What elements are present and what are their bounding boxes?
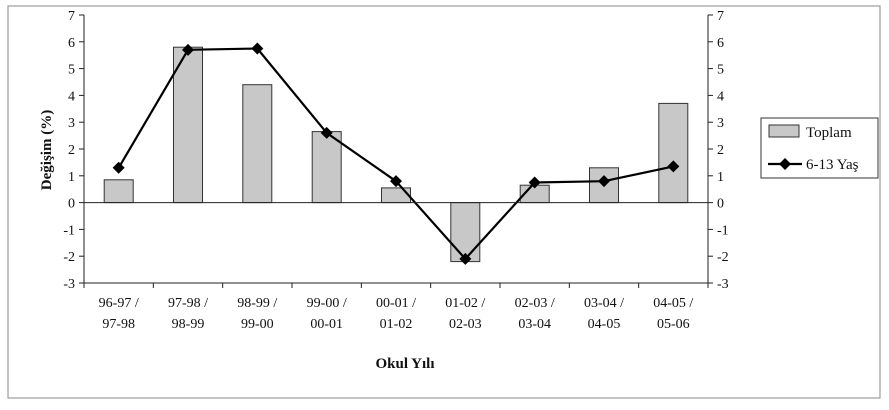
bar-toplam-3 xyxy=(311,131,342,204)
bar-toplam-4 xyxy=(381,187,411,204)
y-tick-label-right: 0 xyxy=(717,197,724,212)
x-tick-label: 04-05 xyxy=(588,317,621,332)
x-tick-label: 96-97 / xyxy=(99,296,139,311)
y-tick-label-right: -1 xyxy=(717,223,729,238)
x-tick-label: 00-01 / xyxy=(376,296,416,311)
marker-6-13-yas-2 xyxy=(251,42,264,55)
x-tick-label: 03-04 / xyxy=(584,296,624,311)
marker-6-13-yas-3 xyxy=(320,126,333,139)
x-tick-label: 97-98 / xyxy=(168,296,208,311)
y-tick-label-right: 3 xyxy=(717,116,724,131)
x-tick-label: 04-05 / xyxy=(653,296,693,311)
y-tick-label-left: -3 xyxy=(63,277,75,292)
x-tick-label: 02-03 xyxy=(449,317,482,332)
y-tick-label-right: 7 xyxy=(717,9,724,24)
marker-6-13-yas-5 xyxy=(459,252,472,265)
bar-toplam-1 xyxy=(173,46,203,204)
x-tick-label: 97-98 xyxy=(102,317,135,332)
x-tick-label: 00-01 xyxy=(310,317,343,332)
plot-area xyxy=(103,42,689,265)
y-tick-label-left: 0 xyxy=(68,197,75,212)
bar-toplam-0 xyxy=(103,179,134,204)
x-tick-label: 98-99 / xyxy=(237,296,277,311)
y-tick-label-right: 5 xyxy=(717,63,724,78)
x-axis-title: Okul Yılı xyxy=(375,356,434,372)
y-tick-label-left: 6 xyxy=(68,36,75,51)
y-tick-label-left: 4 xyxy=(68,89,75,104)
x-tick-label: 01-02 xyxy=(380,317,413,332)
marker-6-13-yas-4 xyxy=(390,175,402,188)
y-tick-label-right: 2 xyxy=(717,143,724,158)
marker-6-13-yas-1 xyxy=(182,43,194,56)
legend: Toplam 6-13 Yaş xyxy=(760,117,879,179)
legend-swatch-marker xyxy=(779,158,791,170)
y-tick-label-left: 3 xyxy=(68,116,75,131)
x-tick-label: 05-06 xyxy=(657,317,690,332)
x-tick-label: 02-03 / xyxy=(515,296,555,311)
y-tick-label-left: 2 xyxy=(68,143,75,158)
y-tick-label-right: -3 xyxy=(717,277,729,292)
bar-toplam-2 xyxy=(242,84,273,204)
x-tick-label: 98-99 xyxy=(172,317,205,332)
marker-6-13-yas-8 xyxy=(667,160,680,173)
y-tick-label-left: 5 xyxy=(68,63,75,78)
y-tick-label-right: 1 xyxy=(717,170,724,185)
y-tick-label-left: -1 xyxy=(63,223,75,238)
marker-6-13-yas-6 xyxy=(528,176,541,189)
y-axis-title: Değişim (%) xyxy=(39,110,55,190)
chart-border xyxy=(7,5,881,399)
y-tick-label-right: 6 xyxy=(717,36,724,51)
x-tick-label: 03-04 xyxy=(518,317,551,332)
legend-label-toplam: Toplam xyxy=(806,125,852,141)
y-tick-label-left: 7 xyxy=(68,9,75,24)
legend-label-6-13-yas: 6-13 Yaş xyxy=(806,157,859,173)
x-tick-label: 99-00 xyxy=(241,317,274,332)
bar-toplam-8 xyxy=(658,102,689,204)
legend-swatch-toplam xyxy=(768,124,800,138)
marker-6-13-yas-0 xyxy=(112,161,125,174)
y-tick-label-right: -2 xyxy=(717,250,729,265)
bar-toplam-5 xyxy=(450,202,481,263)
y-tick-label-right: 4 xyxy=(717,89,724,104)
y-tick-label-left: -2 xyxy=(63,250,75,265)
marker-6-13-yas-7 xyxy=(598,175,610,188)
x-tick-label: 01-02 / xyxy=(445,296,485,311)
axes: -3 -3 -2 -2 -1 -1 0 0 1 1 2 2 3 3 4 4 5 5 6 6 7 7 96-97 / 97-98… xyxy=(63,9,728,332)
x-tick-label: 99-00 / xyxy=(307,296,347,311)
y-tick-label-left: 1 xyxy=(68,170,75,185)
